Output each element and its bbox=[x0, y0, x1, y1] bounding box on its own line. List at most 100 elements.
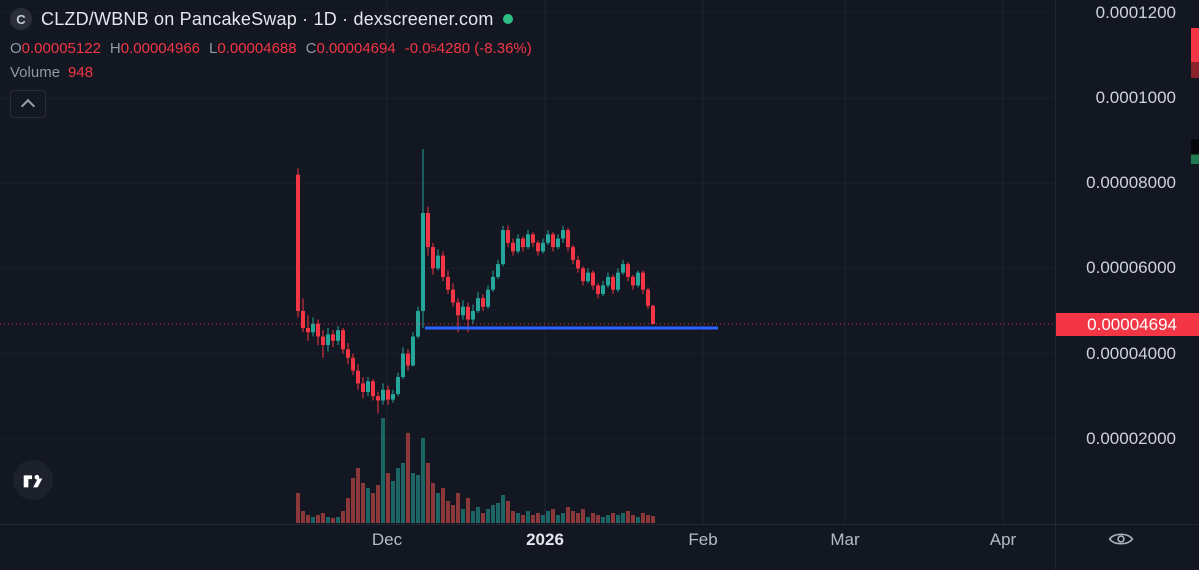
candle-body bbox=[316, 323, 320, 337]
candle-body bbox=[506, 230, 510, 243]
time-axis[interactable]: Dec 2026 Feb Mar Apr bbox=[0, 524, 1055, 570]
candle-body bbox=[461, 306, 465, 316]
close-label: C bbox=[305, 40, 317, 57]
edge-marker-green bbox=[1191, 139, 1199, 164]
change-value: -0.0 5 4280 (-8.36%) bbox=[404, 40, 532, 57]
volume-bar bbox=[441, 488, 445, 523]
price-axis-separator bbox=[1055, 0, 1056, 570]
candle-body bbox=[426, 213, 430, 248]
candle-body bbox=[386, 389, 390, 400]
candle-body bbox=[406, 353, 410, 366]
tradingview-logo[interactable] bbox=[13, 460, 53, 500]
volume-bar bbox=[301, 511, 305, 523]
candle-body bbox=[501, 230, 505, 265]
volume-bar bbox=[471, 511, 475, 523]
open-label: O bbox=[10, 40, 22, 57]
high-value: 0.00004966 bbox=[120, 40, 201, 57]
candle-body bbox=[561, 230, 565, 239]
market-status-icon bbox=[502, 14, 513, 24]
low-label: L bbox=[209, 40, 218, 57]
volume-bar bbox=[356, 468, 360, 523]
volume-bar bbox=[591, 513, 595, 523]
price-tick: 0.00002000 bbox=[1086, 428, 1176, 448]
candle-body bbox=[301, 310, 305, 329]
volume-bar bbox=[411, 473, 415, 523]
volume-bar bbox=[416, 475, 420, 523]
volume-bar bbox=[446, 501, 450, 523]
volume-bar bbox=[486, 509, 490, 523]
volume-bar bbox=[541, 515, 545, 523]
chart-canvas[interactable] bbox=[0, 0, 1055, 524]
price-tick: 0.00004000 bbox=[1086, 343, 1176, 363]
candle-body bbox=[361, 383, 365, 392]
candle-body bbox=[446, 276, 450, 290]
volume-bar bbox=[571, 511, 575, 523]
volume-bar bbox=[366, 488, 370, 523]
candle-body bbox=[336, 330, 340, 341]
volume-bar bbox=[501, 495, 505, 523]
candle-body bbox=[516, 238, 520, 252]
candle-body bbox=[346, 349, 350, 358]
price-tick: 0.0001200 bbox=[1095, 2, 1176, 22]
candle-body bbox=[576, 259, 580, 269]
hide-drawings-button[interactable] bbox=[1106, 528, 1136, 550]
price-axis[interactable]: 0.0001200 0.0001000 0.00008000 0.00006000 0.… bbox=[1055, 0, 1199, 524]
candle-body bbox=[631, 276, 635, 286]
subscript-zeros: 5 bbox=[430, 42, 437, 55]
current-price-tag: 0.00004694 bbox=[1056, 313, 1199, 337]
candle-body bbox=[466, 306, 470, 320]
chart-legend: C CLZD/WBNB on PancakeSwap · 1D · dexscr… bbox=[10, 6, 532, 81]
candle-body bbox=[521, 238, 525, 248]
volume-bar bbox=[361, 483, 365, 523]
volume-bar bbox=[531, 515, 535, 523]
candle-body bbox=[306, 328, 310, 333]
volume-bar bbox=[631, 515, 635, 523]
volume-bar bbox=[606, 515, 610, 523]
candle-body bbox=[356, 370, 360, 384]
candle-body bbox=[566, 230, 570, 248]
open-value: 0.00005122 bbox=[21, 40, 101, 57]
time-tick: Mar bbox=[830, 530, 860, 549]
legend-title-row: C CLZD/WBNB on PancakeSwap · 1D · dexscr… bbox=[10, 6, 532, 32]
time-tick: 2026 bbox=[526, 530, 564, 549]
candle-body bbox=[411, 336, 415, 366]
volume-bar bbox=[581, 509, 585, 523]
candle-body bbox=[481, 298, 485, 307]
candle-body bbox=[626, 264, 630, 277]
candle-body bbox=[331, 334, 335, 341]
candle-body bbox=[586, 272, 590, 282]
volume-bar bbox=[601, 517, 605, 523]
time-tick: Dec bbox=[371, 530, 403, 549]
candle-body bbox=[296, 174, 300, 311]
collapse-legend-button[interactable] bbox=[10, 90, 46, 118]
candle-body bbox=[371, 381, 375, 397]
candle-body bbox=[596, 285, 600, 294]
volume-bar bbox=[396, 468, 400, 523]
volume-bar bbox=[651, 516, 655, 523]
candle-body bbox=[471, 310, 475, 320]
candle-body bbox=[641, 272, 645, 290]
candle-body bbox=[391, 394, 395, 400]
candle-body bbox=[511, 242, 515, 252]
candle-body bbox=[621, 264, 625, 273]
chart-title[interactable]: CLZD/WBNB on PancakeSwap · 1D · dexscree… bbox=[41, 8, 494, 29]
volume-bar bbox=[401, 463, 405, 523]
time-axis-separator bbox=[0, 524, 1199, 525]
volume-bar bbox=[296, 493, 300, 523]
token-logo-icon: C bbox=[10, 8, 32, 30]
candle-body bbox=[416, 310, 420, 337]
volume-bar bbox=[476, 507, 480, 523]
candle-body bbox=[321, 336, 325, 346]
volume-label[interactable]: Volume bbox=[10, 64, 61, 81]
volume-bar bbox=[546, 511, 550, 523]
candle-body bbox=[541, 242, 545, 252]
candle-body bbox=[351, 357, 355, 371]
high-label: H bbox=[109, 40, 121, 57]
candle-body bbox=[536, 242, 540, 252]
volume-bar bbox=[576, 513, 580, 523]
candle-body bbox=[441, 255, 445, 277]
volume-bar bbox=[641, 513, 645, 523]
candle-body bbox=[591, 272, 595, 286]
volume-bar bbox=[611, 513, 615, 523]
